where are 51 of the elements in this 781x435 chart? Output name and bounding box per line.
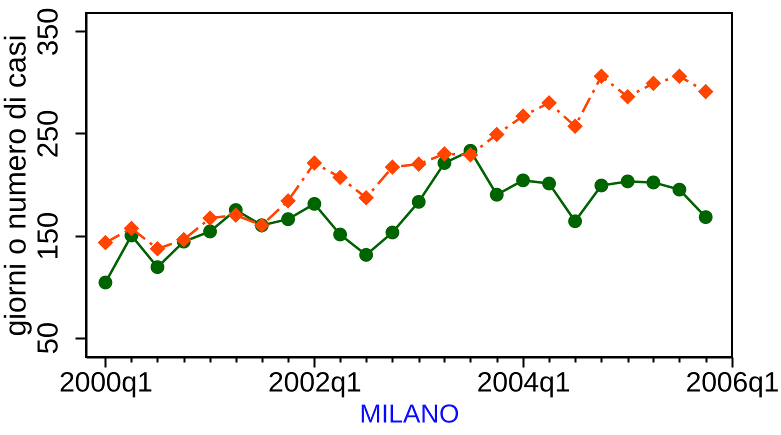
point [412, 194, 426, 209]
point [150, 241, 166, 257]
point [646, 76, 662, 92]
point [489, 126, 504, 142]
x-tick-label: 2000q1 [59, 366, 153, 398]
x-tick-label: 2006q1 [686, 366, 780, 398]
y-tick-label: 250 [32, 110, 64, 158]
point [672, 68, 688, 84]
point [568, 214, 582, 228]
point [306, 155, 322, 171]
point [462, 147, 478, 163]
point [358, 190, 374, 206]
point [620, 88, 636, 104]
y-axis-title: giorni o numero di casi [0, 34, 32, 336]
point [594, 178, 608, 192]
point [98, 234, 114, 250]
point [124, 220, 140, 236]
point [176, 232, 192, 248]
point [490, 188, 504, 202]
point [515, 108, 531, 124]
point [203, 224, 217, 238]
point [280, 193, 296, 209]
point [541, 95, 557, 111]
point [150, 260, 164, 274]
point [333, 228, 348, 242]
point [516, 174, 530, 188]
point [386, 226, 400, 240]
point [228, 207, 244, 223]
point [672, 182, 686, 196]
y-tick-label: 150 [32, 212, 64, 260]
point [359, 248, 374, 262]
x-tick-label: 2004q1 [476, 366, 570, 398]
point [332, 170, 348, 186]
y-tick-label: 350 [32, 8, 64, 56]
point [98, 276, 112, 290]
point [410, 156, 426, 172]
point [307, 197, 322, 211]
x-tick-label: 2002q1 [268, 366, 362, 398]
point [698, 210, 713, 224]
point [436, 146, 452, 162]
point [542, 176, 556, 190]
point [594, 68, 610, 84]
y-tick-label: 50 [32, 322, 64, 354]
point [620, 174, 635, 188]
point [646, 176, 660, 190]
x-axis-title: MILANO [360, 398, 460, 428]
point [567, 118, 583, 134]
point [202, 210, 218, 226]
point [281, 212, 295, 226]
point [384, 159, 400, 175]
point [698, 84, 714, 100]
